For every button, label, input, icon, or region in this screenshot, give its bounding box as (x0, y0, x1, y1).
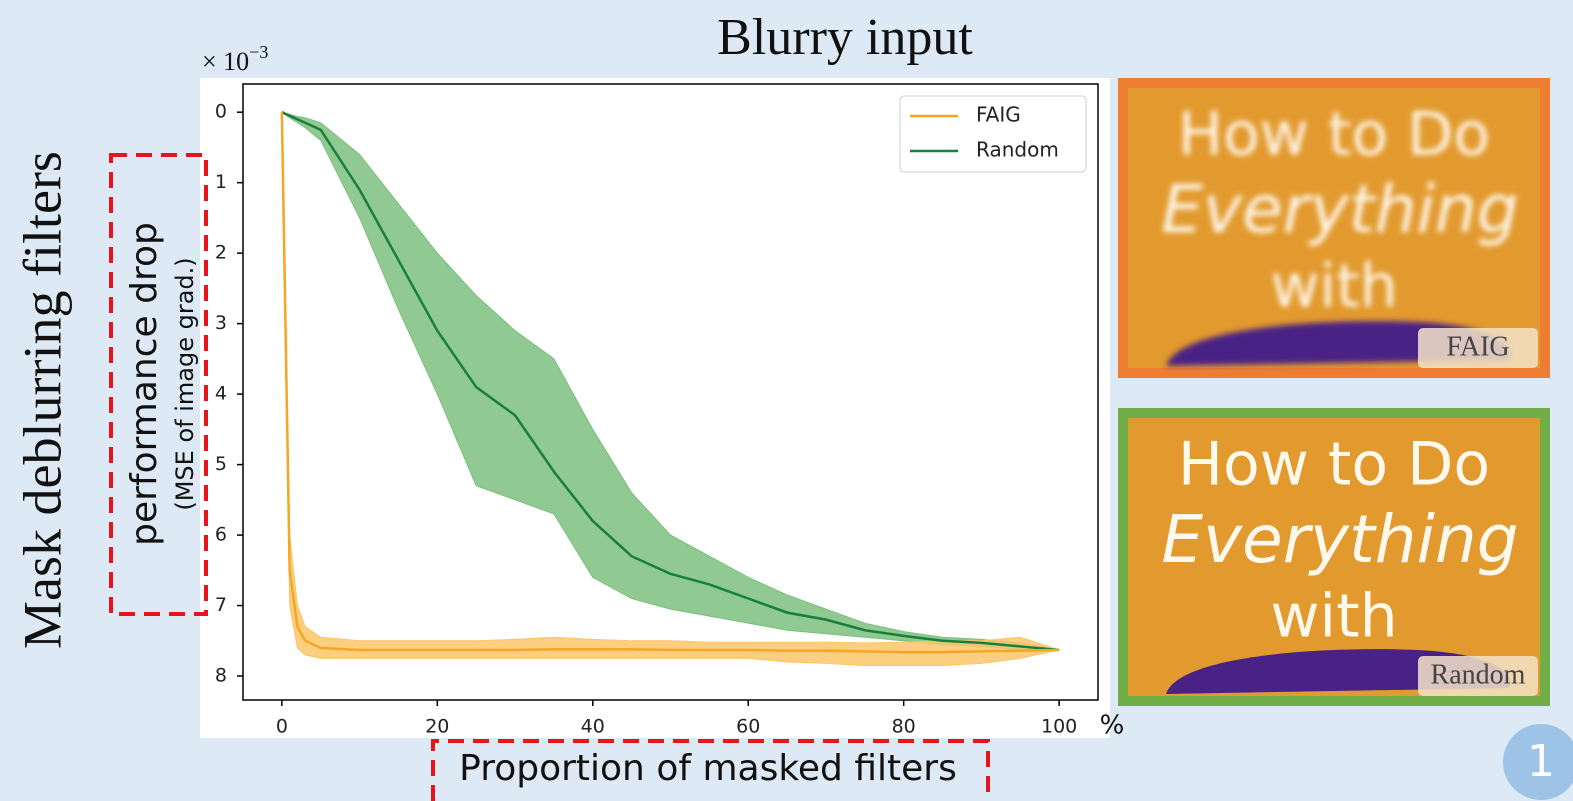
series-line (281, 111, 1060, 652)
y-tick-label: 1 (215, 171, 227, 193)
panel-line: with (1270, 252, 1397, 322)
y-tick-label: 5 (215, 453, 227, 475)
panel-line: Everything (1161, 501, 1518, 578)
y-tick-label: 4 (215, 383, 227, 405)
y-tick-label: 8 (215, 665, 227, 687)
y-tick-label: 2 (215, 242, 227, 264)
legend-label: FAIG (976, 103, 1021, 127)
y-axis-label: performance drop (124, 222, 165, 546)
panel-line: with (1270, 582, 1397, 652)
x-unit: % (1100, 711, 1125, 741)
multiplier-base: × 10 (202, 47, 249, 76)
x-tick-label: 40 (581, 716, 605, 738)
series-line (280, 112, 1060, 654)
panel-line: Everything (1161, 171, 1518, 248)
highlight-box (431, 739, 990, 801)
panel-image (1128, 88, 1540, 368)
side-label: Mask deblurring filters (12, 151, 72, 649)
multiplier-exponent: −3 (249, 42, 268, 62)
slide-number: 1 (1527, 736, 1555, 787)
legend-label: Random (976, 138, 1059, 162)
panel-tag-box (1418, 656, 1538, 696)
x-axis-label: Proportion of masked filters (459, 748, 957, 789)
y-tick-label: 0 (215, 101, 227, 123)
x-tick-label: 80 (892, 716, 916, 738)
panel-line: How to Do (1178, 100, 1490, 170)
y-tick-label: 7 (215, 594, 227, 616)
x-tick-label: 100 (1041, 716, 1077, 738)
x-tick-label: 60 (736, 716, 760, 738)
panel-tag: Random (1431, 659, 1526, 690)
slide-title: Blurry input (717, 9, 973, 66)
x-tick-label: 0 (276, 716, 288, 738)
series-layer (280, 111, 1062, 666)
y-tick-label: 3 (215, 312, 227, 334)
y-multiplier: × 10−3 (202, 42, 268, 76)
panel-image (1128, 418, 1540, 696)
y-axis-note: (MSE of image grad.) (171, 257, 199, 510)
panel-tag-box (1418, 328, 1538, 368)
panel-tag: FAIG (1446, 331, 1509, 362)
legend: FAIG Random (899, 95, 1087, 173)
y-tick-label: 6 (215, 524, 227, 546)
panel-line: How to Do (1178, 430, 1490, 500)
highlight-box (109, 153, 208, 616)
x-tick-label: 20 (425, 716, 449, 738)
confidence-band (281, 112, 1062, 666)
slide-number-badge (1503, 724, 1573, 800)
plot-frame (242, 83, 1099, 701)
